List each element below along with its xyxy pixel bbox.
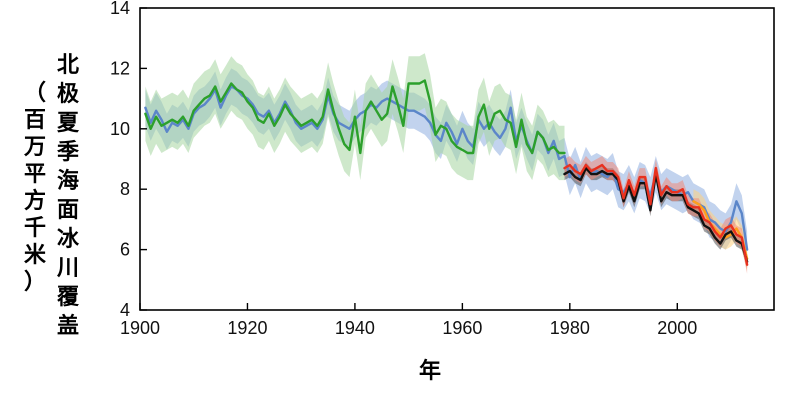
series-1-line — [144, 79, 566, 155]
x-tick-label: 1940 — [335, 318, 375, 338]
y-axis-title-char: 覆 — [56, 285, 80, 310]
y-axis-title-char: 盖 — [57, 313, 79, 339]
y-tick-label: 6 — [120, 240, 130, 260]
series-2-line — [692, 200, 749, 260]
y-tick-label: 10 — [110, 119, 130, 139]
y-axis-unit-char: 方 — [24, 188, 46, 214]
y-tick-label: 12 — [110, 58, 130, 78]
x-tick-label: 1920 — [227, 318, 267, 338]
y-tick-label: 14 — [110, 0, 130, 18]
series-4-line — [563, 163, 749, 266]
x-axis-title: 年 — [419, 358, 441, 384]
y-axis-unit-char: 米 — [24, 243, 47, 268]
series-4-band — [564, 156, 748, 274]
plot-frame — [139, 7, 775, 311]
y-axis-unit-char: 千 — [24, 216, 46, 241]
x-tick-label: 2000 — [657, 318, 697, 338]
y-axis-unit-char: ） — [24, 270, 46, 295]
y-axis-title-char: 海 — [57, 168, 79, 194]
x-tick-label: 1980 — [550, 318, 590, 338]
y-axis-ticks: 4 6 8 10 12 14 — [110, 0, 147, 320]
y-axis-unit-char: 百 — [24, 108, 46, 133]
series-lines — [144, 79, 749, 266]
y-axis-title-char: 季 — [57, 140, 79, 165]
y-axis-title-char: 川 — [56, 256, 79, 281]
y-axis-unit-char: 万 — [23, 135, 46, 160]
y-tick-label: 4 — [120, 300, 130, 320]
y-axis-title-char: 冰 — [57, 227, 80, 252]
x-tick-label: 1900 — [120, 318, 160, 338]
y-axis-title-char: 面 — [57, 198, 79, 223]
y-axis-title-char: 夏 — [57, 111, 80, 136]
confidence-bands — [145, 53, 748, 274]
y-axis-title-char: 极 — [57, 82, 80, 107]
x-axis-ticks: 1900 1920 1940 1960 1980 2000 — [120, 303, 697, 338]
x-tick-label: 1960 — [442, 318, 482, 338]
y-axis-unit-char: 平 — [24, 162, 46, 187]
y-tick-label: 8 — [120, 179, 130, 199]
y-axis-unit-char: （ — [24, 81, 46, 106]
y-axis-title-char: 北 — [57, 53, 79, 78]
